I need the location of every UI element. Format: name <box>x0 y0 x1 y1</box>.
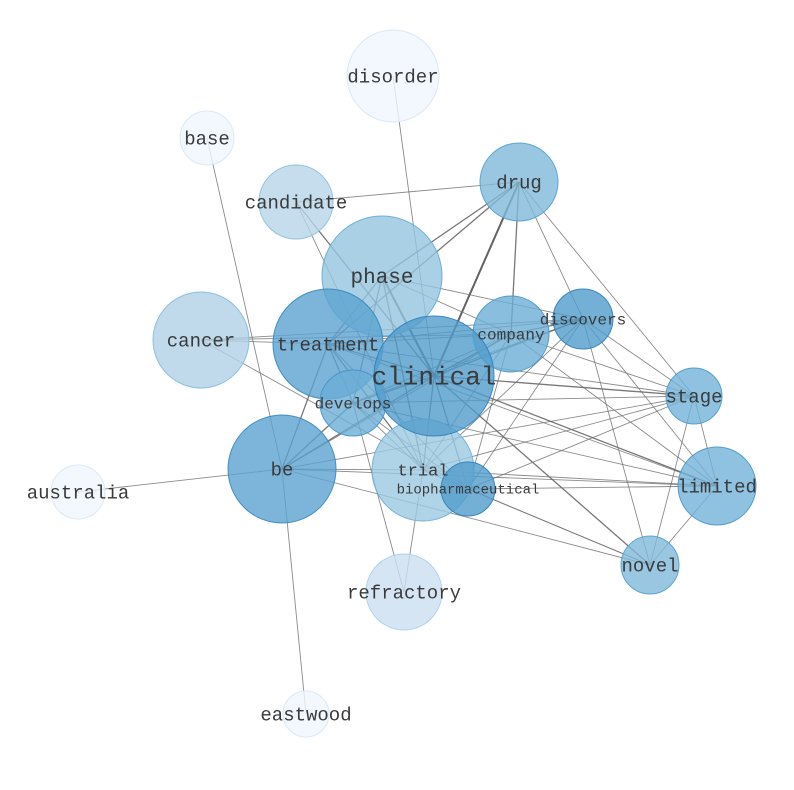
svg-text:stage: stage <box>665 386 722 408</box>
svg-text:phase: phase <box>350 267 413 290</box>
svg-text:develops: develops <box>315 395 392 413</box>
svg-text:base: base <box>184 128 230 150</box>
svg-text:company: company <box>477 326 545 344</box>
svg-text:disorder: disorder <box>347 66 438 88</box>
svg-text:discovers: discovers <box>540 311 626 329</box>
svg-text:biopharmaceutical: biopharmaceutical <box>397 483 540 499</box>
svg-text:refractory: refractory <box>347 582 461 604</box>
svg-text:candidate: candidate <box>245 192 348 214</box>
svg-text:novel: novel <box>621 555 678 577</box>
svg-text:trial: trial <box>397 463 448 482</box>
svg-text:be: be <box>271 459 294 481</box>
svg-text:eastwood: eastwood <box>260 704 351 726</box>
svg-text:drug: drug <box>496 172 542 194</box>
svg-text:cancer: cancer <box>167 330 235 352</box>
svg-text:australia: australia <box>27 482 130 504</box>
svg-text:limited: limited <box>677 476 757 498</box>
svg-text:clinical: clinical <box>372 363 497 393</box>
svg-text:treatment: treatment <box>277 334 380 356</box>
